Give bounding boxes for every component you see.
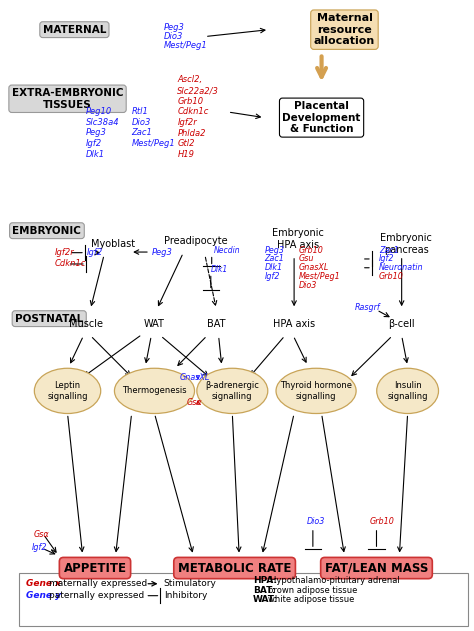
- Text: HPA axis: HPA axis: [273, 319, 315, 329]
- Text: Slc22a2/3: Slc22a2/3: [177, 86, 219, 95]
- Text: HPA:: HPA:: [253, 576, 277, 585]
- Text: brown adipose tissue: brown adipose tissue: [267, 586, 357, 594]
- Text: Necdin: Necdin: [214, 245, 241, 255]
- Text: Cdkn1c: Cdkn1c: [55, 259, 86, 268]
- Text: white adipose tissue: white adipose tissue: [267, 595, 354, 604]
- Text: Zac1: Zac1: [132, 128, 153, 137]
- Text: Igf2: Igf2: [264, 272, 280, 281]
- Text: Gtl2: Gtl2: [177, 139, 195, 148]
- Text: Phlda2: Phlda2: [177, 129, 206, 138]
- Text: Dio3: Dio3: [307, 517, 325, 526]
- Text: WAT: WAT: [144, 319, 165, 329]
- Text: Mest/Peg1: Mest/Peg1: [164, 41, 208, 50]
- Text: H19: H19: [177, 150, 194, 159]
- Text: Igf2r: Igf2r: [177, 118, 197, 127]
- Text: Mest/Peg1: Mest/Peg1: [132, 139, 175, 148]
- Text: Cdkn1c: Cdkn1c: [177, 107, 209, 117]
- Text: Thermogenesis: Thermogenesis: [122, 386, 187, 396]
- Text: Inhibitory: Inhibitory: [164, 591, 207, 600]
- Text: Dlk1: Dlk1: [264, 263, 283, 272]
- Text: paternally expressed: paternally expressed: [49, 591, 145, 600]
- Ellipse shape: [276, 369, 356, 413]
- Text: Dlk1: Dlk1: [86, 150, 105, 158]
- Text: Gene x: Gene x: [27, 579, 61, 588]
- Text: Igf2: Igf2: [31, 543, 47, 553]
- Text: Zac1: Zac1: [379, 245, 399, 255]
- Text: Gsα: Gsα: [187, 398, 202, 407]
- Text: Thyroid hormone
signalling: Thyroid hormone signalling: [280, 381, 352, 401]
- Text: Dio3: Dio3: [299, 281, 317, 290]
- Text: β-cell: β-cell: [388, 319, 415, 329]
- Text: Hypothalamo-pituitary adrenal: Hypothalamo-pituitary adrenal: [270, 576, 400, 585]
- Text: Peg3: Peg3: [164, 23, 184, 32]
- Ellipse shape: [114, 369, 194, 413]
- Text: Preadipocyte: Preadipocyte: [164, 236, 228, 245]
- Text: Gene y: Gene y: [27, 591, 61, 600]
- FancyBboxPatch shape: [19, 573, 468, 627]
- Text: Zac1: Zac1: [264, 254, 284, 264]
- Text: Grb10: Grb10: [370, 517, 394, 526]
- Text: GnasXL: GnasXL: [299, 263, 329, 272]
- Text: Igf2: Igf2: [86, 248, 102, 257]
- Text: maternally expressed: maternally expressed: [49, 579, 147, 588]
- Text: METABOLIC RATE: METABOLIC RATE: [178, 562, 292, 575]
- Text: β-adrenergic
signalling: β-adrenergic signalling: [205, 381, 259, 401]
- Text: Mest/Peg1: Mest/Peg1: [299, 272, 340, 281]
- Text: Embryonic
HPA axis: Embryonic HPA axis: [272, 228, 324, 250]
- Text: Stimulatory: Stimulatory: [164, 579, 217, 588]
- Text: Dio3: Dio3: [132, 117, 151, 126]
- Text: Muscle: Muscle: [69, 319, 103, 329]
- Text: BAT:: BAT:: [253, 586, 275, 594]
- Text: Peg3: Peg3: [264, 245, 284, 255]
- Text: Peg10: Peg10: [86, 107, 112, 116]
- Text: APPETITE: APPETITE: [64, 562, 127, 575]
- Text: Peg3: Peg3: [86, 128, 107, 137]
- Text: Dlk1: Dlk1: [210, 265, 228, 274]
- Text: Insulin
signalling: Insulin signalling: [387, 381, 428, 401]
- Text: Grb10: Grb10: [379, 272, 404, 281]
- Text: Embryonic
pancreas: Embryonic pancreas: [380, 233, 432, 255]
- Text: Rtl1: Rtl1: [132, 107, 148, 116]
- Text: MATERNAL: MATERNAL: [43, 25, 106, 35]
- Ellipse shape: [34, 369, 100, 413]
- Text: Maternal
resource
allocation: Maternal resource allocation: [314, 13, 375, 46]
- Text: POSTNATAL: POSTNATAL: [15, 314, 83, 324]
- Text: Slc38a4: Slc38a4: [86, 117, 119, 126]
- Text: FAT/LEAN MASS: FAT/LEAN MASS: [325, 562, 428, 575]
- Text: GnasXL: GnasXL: [180, 372, 210, 382]
- Text: Leptin
signalling: Leptin signalling: [47, 381, 88, 401]
- Text: WAT:: WAT:: [253, 595, 278, 604]
- Text: Neuronatin: Neuronatin: [379, 263, 423, 272]
- Text: EMBRYONIC: EMBRYONIC: [12, 226, 82, 236]
- Text: Gsα: Gsα: [33, 529, 49, 539]
- Text: Rasgrf: Rasgrf: [355, 304, 380, 312]
- Text: BAT: BAT: [207, 319, 226, 329]
- Text: Igf2: Igf2: [379, 254, 394, 264]
- Ellipse shape: [197, 369, 268, 413]
- Text: Myoblast: Myoblast: [91, 239, 136, 249]
- Text: Placental
Development
& Function: Placental Development & Function: [283, 101, 361, 134]
- Text: EXTRA-EMBRYONIC
TISSUES: EXTRA-EMBRYONIC TISSUES: [12, 88, 123, 110]
- Text: Grb10: Grb10: [177, 97, 203, 106]
- Text: Dio3: Dio3: [164, 32, 183, 41]
- Text: Igf2r: Igf2r: [55, 248, 74, 257]
- Text: Gsu: Gsu: [299, 254, 314, 264]
- Text: Igf2: Igf2: [86, 139, 102, 148]
- Text: Peg3: Peg3: [151, 247, 172, 257]
- Text: Grb10: Grb10: [299, 245, 324, 255]
- Ellipse shape: [377, 369, 438, 413]
- Text: Ascl2,: Ascl2,: [177, 76, 202, 85]
